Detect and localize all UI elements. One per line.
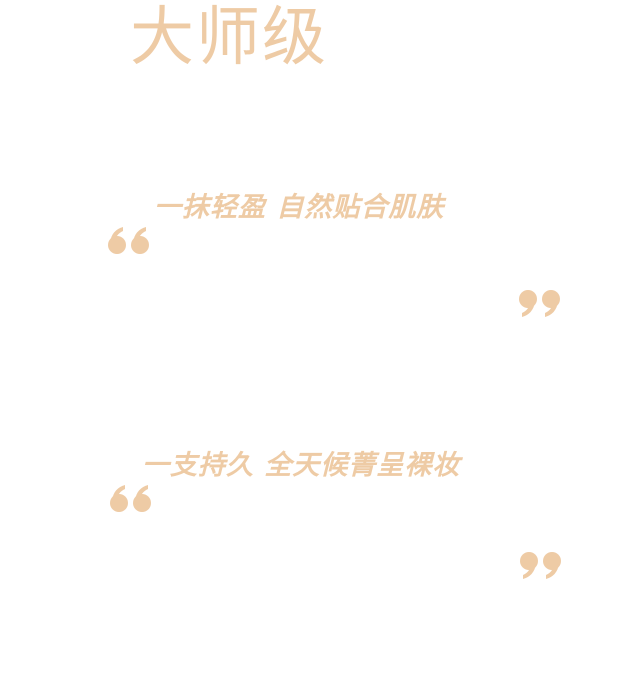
quote-text: 一抹轻盈 自然贴合肌肤	[154, 192, 445, 223]
quote-block-2: 一支持久 全天候菁呈裸妆	[0, 446, 640, 586]
page-headline: 大师级	[130, 1, 328, 75]
close-quote-icon	[520, 552, 561, 579]
quote-text: 一支持久 全天候菁呈裸妆	[142, 450, 461, 481]
close-quote-icon	[519, 290, 560, 317]
open-quote-icon	[108, 227, 149, 254]
quote-block-1: 一抹轻盈 自然贴合肌肤	[0, 188, 640, 328]
open-quote-icon	[110, 485, 151, 512]
